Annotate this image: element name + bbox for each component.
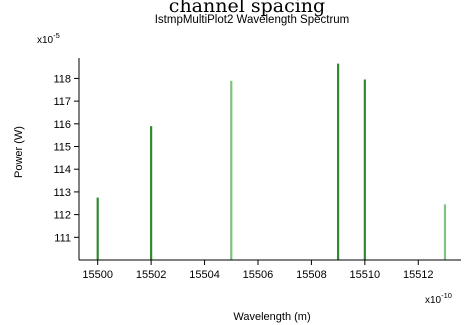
y-tick-label-111: 111 [54, 232, 71, 244]
y-multiplier-base: x10 [37, 35, 54, 46]
x-tick-label-15504: 15504 [189, 269, 220, 281]
y-tick-label-116: 116 [53, 119, 71, 131]
x-tick-label-15506: 15506 [243, 269, 274, 281]
y-axis-label: Power (W) [13, 126, 25, 178]
x-tick-label-15512: 15512 [403, 269, 434, 281]
x-axis-label: Wavelength (m) [233, 311, 310, 323]
x-multiplier-base: x10 [425, 295, 442, 306]
y-multiplier: x10-5 [37, 31, 60, 46]
x-tick-label-15508: 15508 [296, 269, 327, 281]
y-tick-label-117: 117 [53, 96, 71, 108]
y-tick-label-118: 118 [53, 73, 71, 85]
y-tick-label-114: 114 [53, 164, 71, 176]
chart-title: IstmpMultiPlot2 Wavelength Spectrum [155, 14, 350, 26]
y-tick-label-113: 113 [53, 187, 71, 199]
y-ticks-group: 111 112 113 114 115 116 117 118 [53, 73, 79, 244]
x-multiplier: x10-10 [425, 291, 452, 306]
y-tick-label-115: 115 [53, 142, 71, 154]
y-multiplier-exponent: -5 [53, 31, 60, 40]
x-tick-label-15510: 15510 [350, 269, 381, 281]
x-tick-label-15502: 15502 [136, 269, 167, 281]
x-tick-label-15500: 15500 [82, 269, 113, 281]
caption-top: channel spacing [169, 0, 325, 17]
x-multiplier-exponent: -10 [441, 291, 452, 300]
bars-group [96, 63, 447, 260]
y-tick-label-112: 112 [53, 210, 71, 222]
x-ticks-group: 15500 15502 15504 15506 15508 15510 15512 [82, 260, 434, 281]
